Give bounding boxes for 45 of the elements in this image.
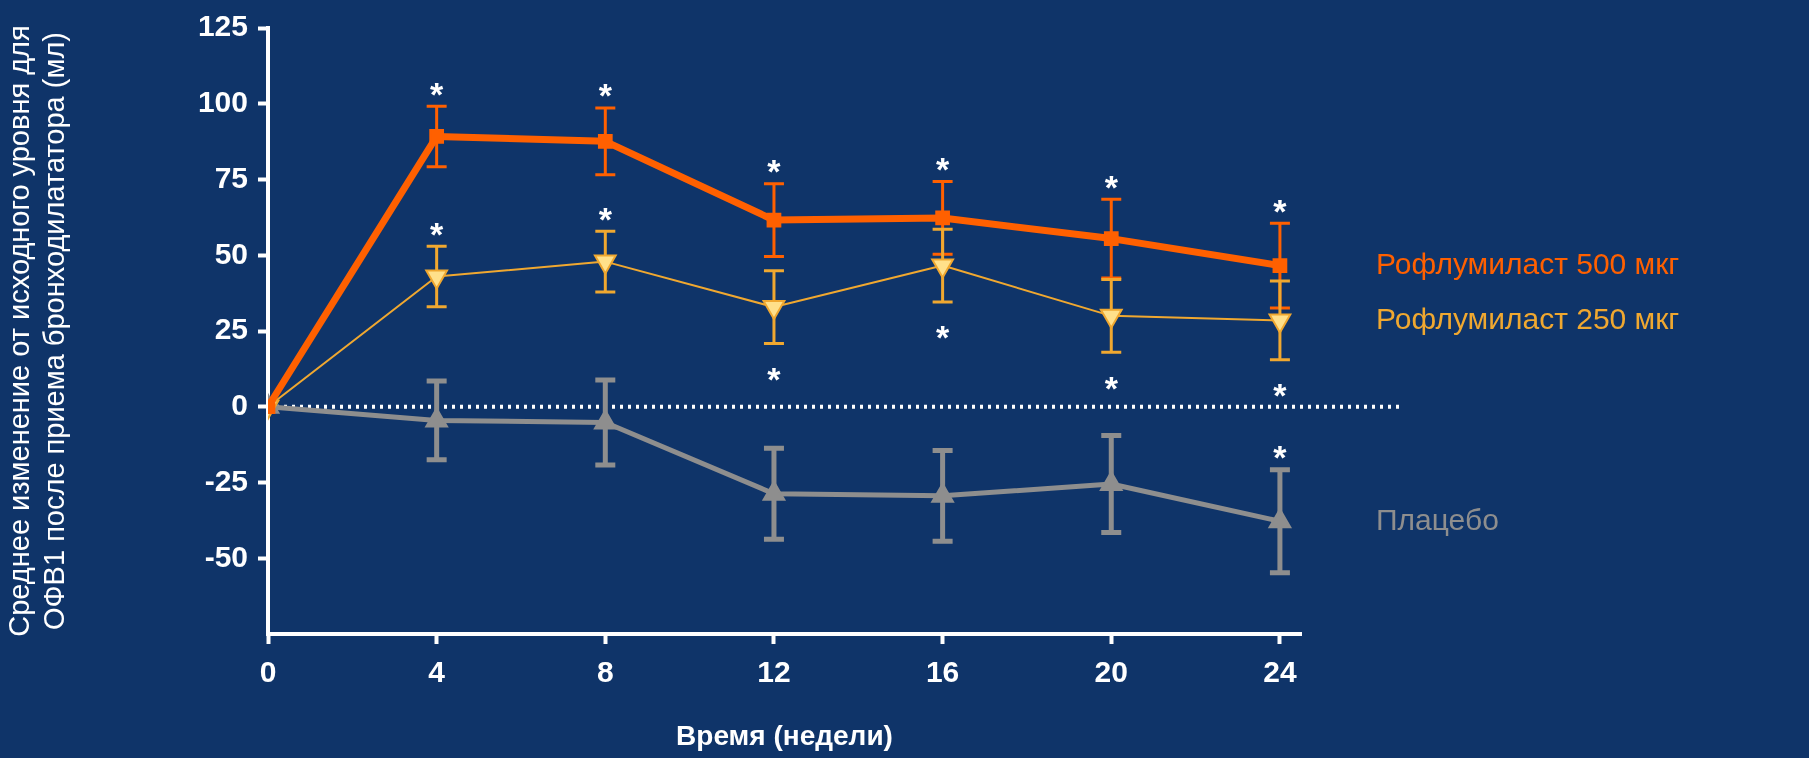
y-tick-label: -25 [204,463,248,497]
text: Плацебо [1376,502,1499,536]
point [1099,471,1123,492]
annotation: * [1273,438,1288,477]
text: Рофлумиласт 500 мкг [1376,246,1680,280]
x-tick-label: 12 [757,655,791,689]
x-axis-title: Время (недели) [676,719,893,751]
point [1268,508,1292,529]
annotation: * [767,359,782,398]
annotation: * [767,152,782,191]
point [1103,231,1119,246]
point [429,129,445,144]
annotation: * [936,150,950,188]
y-tick-label: -50 [204,539,248,573]
y-tick-label: 125 [197,9,248,43]
annotation: * [598,76,613,115]
point [766,212,782,228]
point [597,133,613,149]
x-tick-label: 16 [925,655,960,689]
annotation: * [430,214,445,253]
x-tick-label: 8 [596,655,614,689]
point [1272,258,1288,273]
annotation: * [936,318,950,357]
point [425,407,449,428]
y-tick-label: 0 [231,388,248,422]
y-tick-label: 100 [197,85,248,119]
annotation: * [598,199,613,238]
point [935,210,950,226]
y-axis-title: Среднее изменение от исходного уровня для ОФВ1 после приема бронходилататора (мл) [3,25,71,637]
annotation: * [1273,376,1288,415]
x-tick-label: 24 [1263,655,1297,689]
point [762,480,786,501]
x-tick-label: 0 [259,655,277,689]
annotation: * [1273,191,1288,230]
point [593,409,617,430]
annotation: * [1104,167,1119,206]
annotation: * [430,74,445,113]
y-tick-label: 25 [214,312,248,346]
point [931,482,955,503]
y-tick-label: 50 [214,236,248,270]
y-tick-label: 75 [214,160,248,194]
annotation: * [1104,368,1119,407]
x-tick-label: 4 [428,655,446,689]
text: Рофлумиласт 250 мкг [1376,301,1680,335]
x-tick-label: 20 [1094,655,1128,689]
